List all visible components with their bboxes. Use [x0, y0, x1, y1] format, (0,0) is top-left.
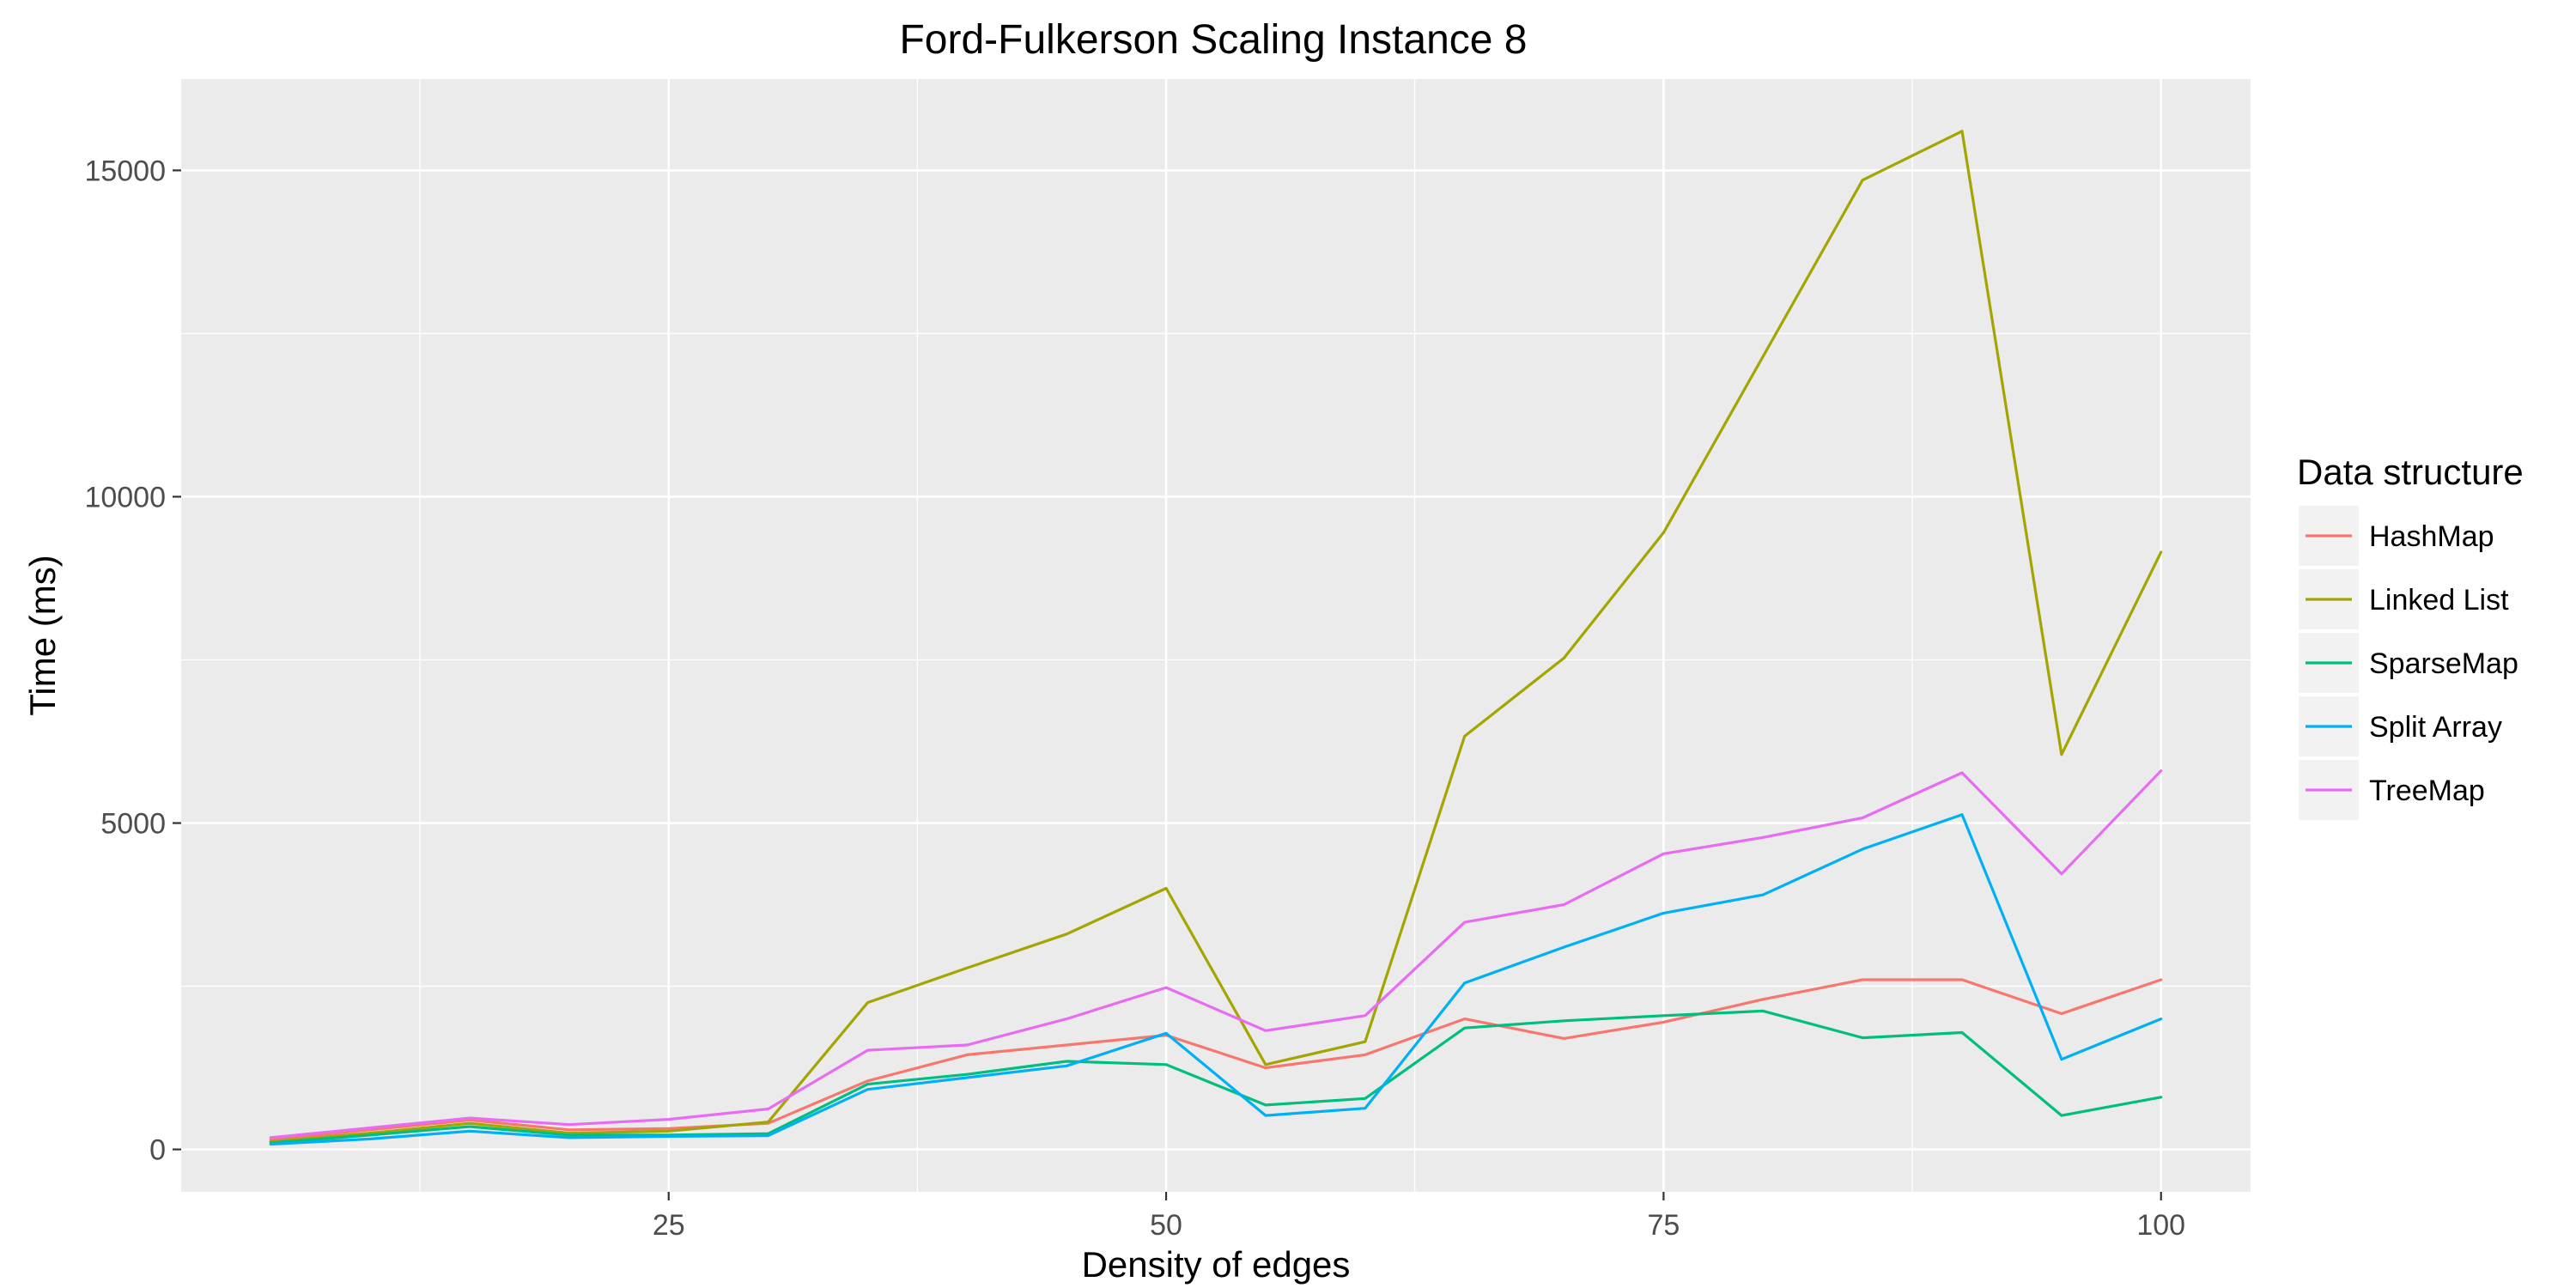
legend-label-hashmap: HashMap [2369, 520, 2494, 553]
x-tick-label: 25 [653, 1209, 685, 1242]
axis-ticks: 25 50 75 100 0 5000 10000 15000 [84, 155, 2185, 1242]
chart-title: Ford-Fulkerson Scaling Instance 8 [899, 17, 1527, 63]
series-line-hashmap [269, 978, 2163, 1141]
x-tick-label: 50 [1150, 1209, 1182, 1242]
y-tick-label: 0 [149, 1134, 166, 1167]
series-line-treemap [269, 769, 2163, 1139]
series-line-sparsemap [269, 1009, 2163, 1145]
legend-label-split-array: Split Array [2369, 711, 2502, 744]
y-tick-label: 15000 [84, 155, 166, 187]
legend-label-linked-list: Linked List [2369, 584, 2509, 617]
plot-panel [181, 79, 2251, 1192]
y-tick-label: 5000 [100, 808, 166, 841]
x-tick-label: 75 [1647, 1209, 1680, 1242]
legend-title: Data structure [2297, 452, 2524, 492]
series-line-linked-list [269, 130, 2163, 1144]
grid [181, 79, 2251, 1192]
x-axis-title: Density of edges [1082, 1244, 1351, 1285]
legend-label-sparsemap: SparseMap [2369, 647, 2518, 680]
y-axis-title: Time (ms) [22, 555, 63, 715]
y-tick-label: 10000 [84, 481, 166, 513]
x-tick-label: 100 [2136, 1209, 2185, 1242]
legend: Data structure HashMap Linked List SparseM… [2297, 452, 2524, 820]
legend-label-treemap: TreeMap [2369, 775, 2485, 807]
series-layer [269, 130, 2163, 1146]
series-line-split-array [269, 813, 2163, 1146]
